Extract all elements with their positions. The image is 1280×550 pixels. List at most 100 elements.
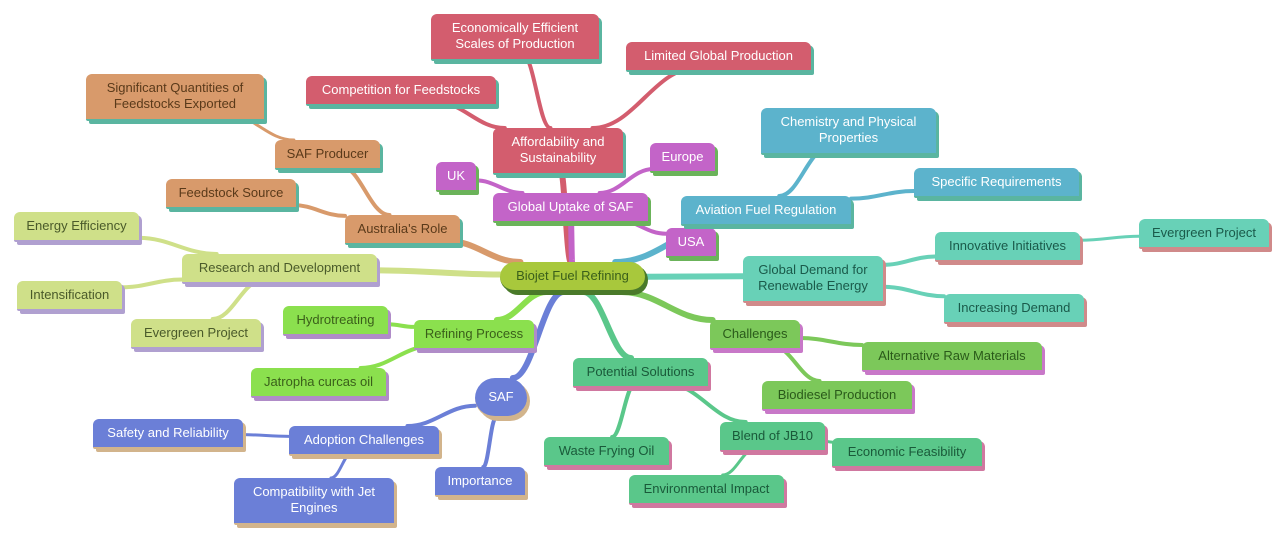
node-avreg: Aviation Fuel Regulation [681, 196, 851, 226]
node-label: Europe [662, 149, 704, 165]
node-chemphys: Chemistry and Physical Properties [761, 108, 936, 155]
node-label: USA [678, 234, 705, 250]
node-econfeas: Economic Feasibility [832, 438, 982, 468]
edge-challenges-altraw [800, 338, 862, 345]
edge-root-refining [497, 292, 546, 320]
node-ausrole: Australia's Role [345, 215, 460, 245]
node-label: Potential Solutions [587, 364, 695, 380]
edge-root-uptake [571, 219, 572, 262]
node-label: Chemistry and Physical Properties [781, 114, 917, 147]
node-importance: Importance [435, 467, 525, 497]
node-refining: Refining Process [414, 320, 534, 350]
node-demand: Global Demand for Renewable Energy [743, 256, 883, 303]
node-label: SAF Producer [287, 146, 369, 162]
node-waste: Waste Frying Oil [544, 437, 669, 467]
edge-rd-energy [139, 238, 217, 254]
edge-blend-econfeas [825, 441, 832, 442]
edge-adopt-safety [243, 435, 289, 437]
edge-ausrole-feedsource [293, 205, 345, 216]
node-incdemand: Increasing Demand [944, 294, 1084, 324]
node-rd: Research and Development [182, 254, 377, 284]
node-label: Blend of JB10 [732, 428, 813, 444]
node-label: Environmental Impact [644, 481, 770, 497]
edge-afford-econeff [523, 54, 551, 128]
edge-avreg-specreq [851, 191, 914, 199]
node-label: Economic Feasibility [848, 444, 967, 460]
node-label: Global Demand for Renewable Energy [758, 262, 868, 295]
node-hydro: Hydrotreating [283, 306, 388, 336]
edge-blend-envimp [723, 448, 757, 475]
node-label: Biojet Fuel Refining [516, 268, 629, 284]
edge-afford-limited [593, 68, 697, 128]
node-compat: Compatibility with Jet Engines [234, 478, 394, 525]
node-compfeed: Competition for Feedstocks [306, 76, 496, 106]
node-label: Intensification [30, 287, 110, 303]
node-uk: UK [436, 162, 476, 192]
node-uptake: Global Uptake of SAF [493, 193, 648, 223]
node-label: Limited Global Production [644, 48, 793, 64]
node-saf: SAF [475, 378, 527, 418]
node-label: Global Uptake of SAF [508, 199, 634, 215]
node-label: Innovative Initiatives [949, 238, 1066, 254]
node-label: UK [447, 168, 465, 184]
edge-demand-incdemand [883, 287, 944, 296]
node-afford: Affordability and Sustainability [493, 128, 623, 175]
node-jatropha: Jatropha curcas oil [251, 368, 386, 398]
node-blend: Blend of JB10 [720, 422, 825, 452]
node-biodiesel: Biodiesel Production [762, 381, 912, 411]
node-label: Alternative Raw Materials [878, 348, 1025, 364]
node-label: Safety and Reliability [107, 425, 228, 441]
node-label: SAF [488, 389, 513, 405]
node-safety: Safety and Reliability [93, 419, 243, 449]
node-safprod: SAF Producer [275, 140, 380, 170]
node-label: Research and Development [199, 260, 360, 276]
node-solutions: Potential Solutions [573, 358, 708, 388]
node-econeff: Economically Efficient Scales of Product… [431, 14, 599, 61]
node-evergreen1: Evergreen Project [131, 319, 261, 349]
edge-challenges-biodiesel [772, 346, 819, 381]
node-evergreen2: Evergreen Project [1139, 219, 1269, 249]
node-label: Specific Requirements [931, 174, 1061, 190]
node-label: Increasing Demand [958, 300, 1071, 316]
edge-solutions-blend [667, 384, 745, 422]
edge-innov-evergreen2 [1080, 236, 1139, 240]
mindmap-canvas: Biojet Fuel Refining SAF Adoption Challeng… [0, 0, 1280, 550]
edge-solutions-waste [612, 384, 635, 437]
node-europe: Europe [650, 143, 715, 173]
node-label: Evergreen Project [1152, 225, 1256, 241]
node-label: Compatibility with Jet Engines [253, 484, 375, 517]
node-label: Evergreen Project [144, 325, 248, 341]
node-root: Biojet Fuel Refining [500, 262, 645, 292]
node-challenges: Challenges [710, 320, 800, 350]
edge-saf-importance [483, 418, 496, 467]
node-label: Hydrotreating [296, 312, 374, 328]
node-altraw: Alternative Raw Materials [862, 342, 1042, 372]
node-innov: Innovative Initiatives [935, 232, 1080, 262]
node-label: Jatropha curcas oil [264, 374, 373, 390]
node-label: Refining Process [425, 326, 523, 342]
node-energy: Energy Efficiency [14, 212, 139, 242]
node-label: Biodiesel Production [778, 387, 897, 403]
node-intens: Intensification [17, 281, 122, 311]
node-label: Importance [447, 473, 512, 489]
node-label: Challenges [722, 326, 787, 342]
node-feedsource: Feedstock Source [166, 179, 296, 209]
node-label: Affordability and Sustainability [512, 134, 605, 167]
node-label: Competition for Feedstocks [322, 82, 480, 98]
node-label: Energy Efficiency [26, 218, 126, 234]
edge-root-challenges [621, 292, 712, 320]
node-usa: USA [666, 228, 716, 258]
node-adopt: Adoption Challenges [289, 426, 439, 456]
node-label: Waste Frying Oil [559, 443, 655, 459]
node-label: Aviation Fuel Regulation [696, 202, 837, 218]
node-limited: Limited Global Production [626, 42, 811, 72]
edge-refining-hydro [388, 324, 414, 327]
edge-avreg-chemphys [779, 148, 828, 196]
edge-saf-adopt [407, 406, 475, 426]
node-label: Feedstock Source [179, 185, 284, 201]
node-label: Economically Efficient Scales of Product… [452, 20, 578, 53]
edge-root-rd [377, 270, 500, 274]
node-label: Australia's Role [358, 221, 448, 237]
edge-rd-intens [122, 280, 182, 288]
node-sigq: Significant Quantities of Feedstocks Exp… [86, 74, 264, 121]
